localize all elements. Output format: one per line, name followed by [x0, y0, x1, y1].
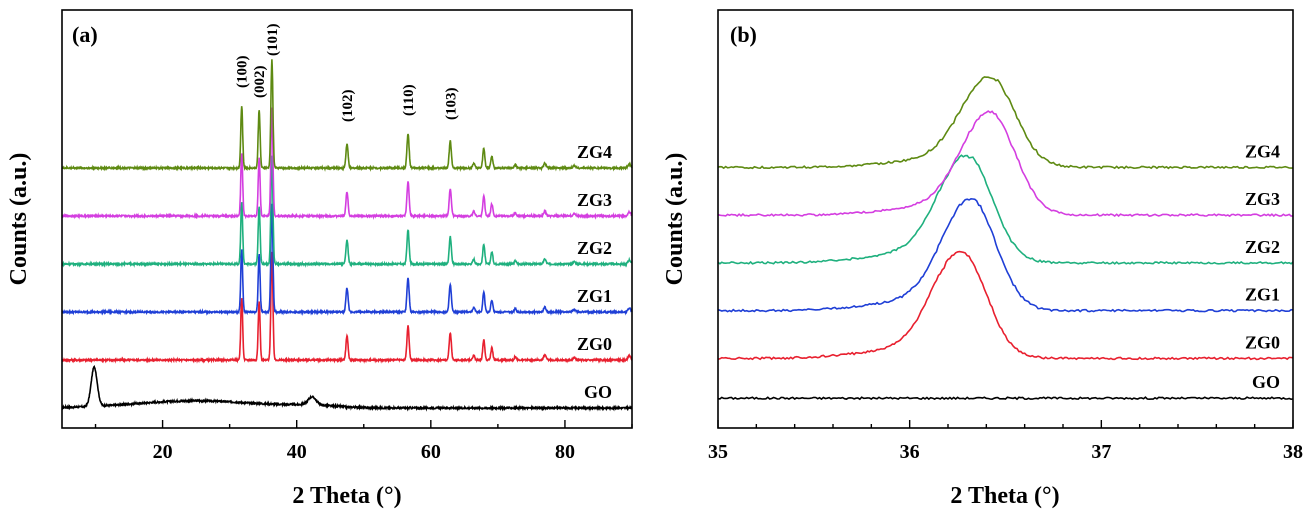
- panel-a-line-zg1: [61, 203, 633, 316]
- panel-a-line-zg2: [61, 155, 633, 268]
- panel-b-x-tick-label: 38: [1283, 441, 1303, 463]
- panel-a-x-axis-title: 2 Theta (°): [292, 483, 401, 509]
- panel-b-series-labels: GO ZG0 ZG1 ZG2 ZG3 ZG4: [1245, 141, 1280, 392]
- panel-a-x-tick-label: 60: [421, 441, 441, 463]
- panel-a-frame: [61, 9, 633, 429]
- panel-a-peak-label: (101): [265, 24, 281, 57]
- panel-b-y-axis-title: Counts (a.u.): [662, 153, 688, 286]
- panel-a-line-zg0: [61, 251, 633, 364]
- panel-a-line-go: [61, 365, 633, 412]
- panel-b-series-label-go: GO: [1252, 372, 1280, 392]
- panel-a-peak-label: (100): [235, 56, 251, 89]
- panel-a-series-label-zg0: ZG0: [577, 334, 612, 354]
- panel-a-peak-label: (002): [252, 66, 268, 99]
- panel-b-chart: 35 36 37 38 GO ZG0 ZG1 ZG2 ZG3 ZG4 (b) 2 Theta (…: [662, 9, 1303, 509]
- panel-a-line-zg3: [61, 107, 633, 220]
- panel-b-series-label-zg3: ZG3: [1245, 189, 1280, 209]
- panel-a-x-tick-label: 80: [555, 441, 575, 463]
- panel-a-x-tick-label: 20: [153, 441, 173, 463]
- panel-b-series-label-zg1: ZG1: [1245, 285, 1280, 305]
- panel-a-peak-label: (110): [401, 84, 417, 116]
- panel-b-series-label-zg4: ZG4: [1245, 141, 1280, 161]
- panel-a-series-label-zg3: ZG3: [577, 190, 612, 210]
- panel-a-series-group: [61, 59, 633, 412]
- panel-a-series-label-zg2: ZG2: [577, 238, 612, 258]
- panel-a-peak-labels: (100) (002) (101) (102) (110) (103): [235, 24, 460, 123]
- panel-a-x-tick-label: 40: [287, 441, 307, 463]
- panel-a-x-ticks: 20 40 60 80: [94, 420, 633, 463]
- panel-b-line-zg4: [717, 76, 1294, 170]
- panel-b-series-group: [717, 76, 1294, 401]
- panel-a-line-zg4: [61, 59, 633, 172]
- panel-a-series-label-go: GO: [584, 382, 612, 402]
- panel-b-x-axis-title: 2 Theta (°): [950, 483, 1059, 509]
- panel-a-peak-label: (103): [443, 88, 459, 121]
- panel-b-line-zg1: [717, 197, 1294, 313]
- panel-a-y-axis-title: Counts (a.u.): [6, 153, 32, 286]
- panel-b-x-tick-label: 36: [900, 441, 920, 463]
- panel-a-series-label-zg1: ZG1: [577, 286, 612, 306]
- panel-b-x-tick-label: 35: [708, 441, 728, 463]
- panel-b-series-label-zg2: ZG2: [1245, 237, 1280, 257]
- panel-b-x-ticks: 35 36 37 38: [708, 420, 1303, 463]
- panel-b-x-tick-label: 37: [1091, 441, 1111, 463]
- panel-a-series-label-zg4: ZG4: [577, 142, 612, 162]
- panel-b-line-zg0: [717, 250, 1294, 361]
- panel-b-frame: [717, 9, 1294, 429]
- panel-b-line-zg2: [717, 154, 1294, 265]
- panel-a-label: (a): [72, 22, 98, 47]
- panel-b-series-label-zg0: ZG0: [1245, 332, 1280, 352]
- panel-b-label: (b): [730, 22, 757, 47]
- panel-b-line-zg3: [717, 110, 1294, 218]
- panel-a-peak-label: (102): [340, 90, 356, 123]
- panel-b-line-go: [717, 396, 1294, 401]
- panel-a-series-labels: GO ZG0 ZG1 ZG2 ZG3 ZG4: [577, 142, 612, 402]
